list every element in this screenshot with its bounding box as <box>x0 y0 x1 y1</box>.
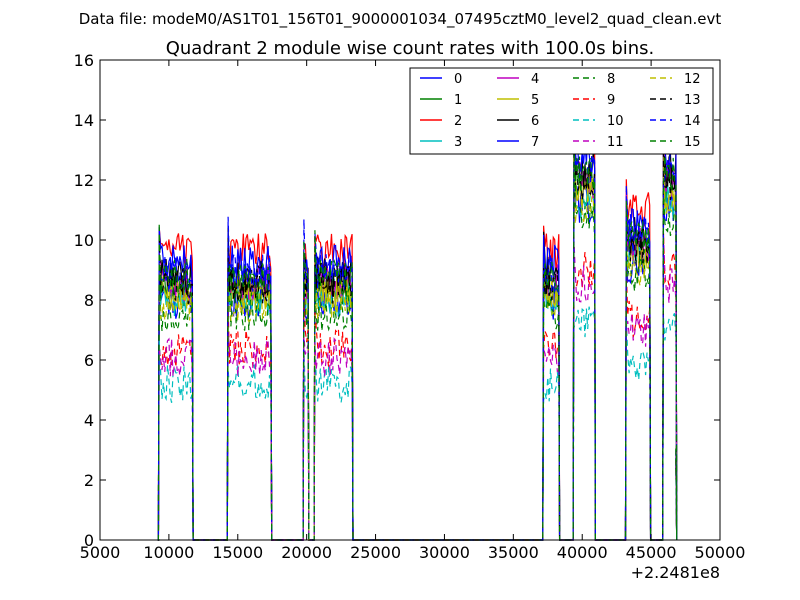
legend-item-11: 11 <box>573 135 624 150</box>
legend-label: 5 <box>531 93 539 108</box>
legend-item-5: 5 <box>497 93 539 108</box>
legend-label: 13 <box>684 93 701 108</box>
legend-box <box>409 67 714 155</box>
x-tick-label: 30000 <box>419 543 470 562</box>
series-line-15 <box>157 131 678 541</box>
x-tick-label: 40000 <box>557 543 608 562</box>
legend-label: 14 <box>684 114 701 129</box>
axis-ticks: 5000 10000 15000 20000 25000 30000 35000 40000 4… <box>74 51 746 562</box>
legend-item-7: 7 <box>497 135 539 150</box>
y-tick-label: 6 <box>84 351 94 370</box>
series-line-8 <box>157 168 678 541</box>
series-line-10 <box>157 306 678 541</box>
legend-item-8: 8 <box>573 72 615 87</box>
x-tick-label: 20000 <box>281 543 332 562</box>
legend-item-9: 9 <box>573 93 615 108</box>
x-tick-label: 5000 <box>80 543 121 562</box>
y-tick-label: 14 <box>74 111 94 130</box>
x-tick-label: 10000 <box>143 543 194 562</box>
y-tick-label: 2 <box>84 471 94 490</box>
legend-label: 8 <box>607 72 615 87</box>
y-tick-label: 16 <box>74 51 94 70</box>
legend-item-6: 6 <box>497 114 539 129</box>
y-tick-label: 8 <box>84 291 94 310</box>
legend-label: 2 <box>454 114 462 129</box>
y-tick-label: 0 <box>84 531 94 550</box>
legend-label: 9 <box>607 93 615 108</box>
legend-label: 3 <box>454 135 462 150</box>
legend-item-15: 15 <box>650 135 701 150</box>
x-tick-label: 25000 <box>350 543 401 562</box>
y-tick-label: 10 <box>74 231 94 250</box>
figure-suptitle: Data file: modeM0/AS1T01_156T01_90000010… <box>79 10 722 29</box>
legend-label: 15 <box>684 135 701 150</box>
legend-label: 0 <box>454 72 462 87</box>
legend-label: 10 <box>607 114 624 129</box>
legend-item-4: 4 <box>497 72 539 87</box>
x-tick-label: 35000 <box>488 543 539 562</box>
x-tick-label: 45000 <box>626 543 677 562</box>
legend-item-12: 12 <box>650 72 701 87</box>
legend-label: 7 <box>531 135 539 150</box>
legend-item-3: 3 <box>420 135 462 150</box>
x-tick-label: 15000 <box>212 543 263 562</box>
series-line-2 <box>157 93 678 541</box>
x-tick-label: 50000 <box>695 543 746 562</box>
series-line-4 <box>157 125 678 541</box>
plot-lines <box>157 93 678 541</box>
legend-label: 1 <box>454 93 462 108</box>
legend-label: 6 <box>531 114 539 129</box>
legend-item-14: 14 <box>650 114 701 129</box>
legend-label: 12 <box>684 72 701 87</box>
legend-item-1: 1 <box>420 93 462 108</box>
legend-label: 4 <box>531 72 539 87</box>
chart-title: Quadrant 2 module wise count rates with … <box>166 38 655 59</box>
y-tick-label: 4 <box>84 411 94 430</box>
legend-item-10: 10 <box>573 114 624 129</box>
y-tick-label: 12 <box>74 171 94 190</box>
series-line-5 <box>157 172 678 541</box>
legend-item-0: 0 <box>420 72 462 87</box>
legend-item-2: 2 <box>420 114 462 129</box>
x-axis-offset-label: +2.2481e8 <box>631 563 720 582</box>
legend-item-13: 13 <box>650 93 701 108</box>
legend-label: 11 <box>607 135 624 150</box>
